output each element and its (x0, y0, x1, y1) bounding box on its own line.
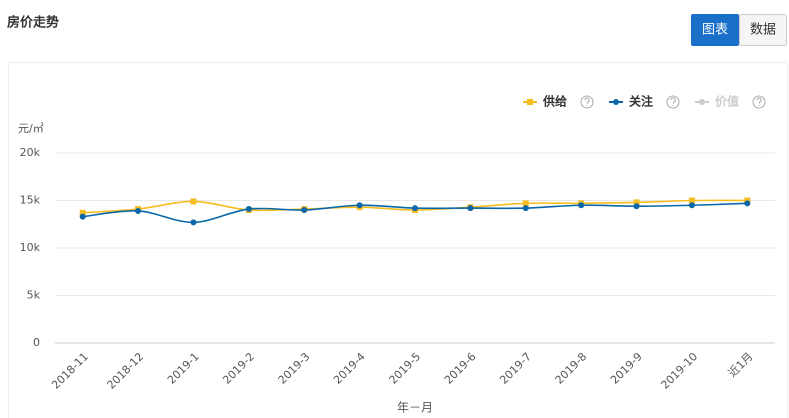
page-title: 房价走势 (7, 15, 59, 31)
marker (699, 99, 705, 105)
help-mark (670, 97, 676, 106)
marker (522, 200, 529, 207)
help-icon (752, 95, 766, 109)
marker (79, 213, 86, 220)
x-tick-label: 2019-1 (165, 350, 202, 387)
legend-label: 价值 (715, 94, 739, 109)
x-tick-label: 近1月 (726, 350, 756, 380)
x-tick-label: 2019-7 (497, 350, 534, 387)
marker (522, 205, 529, 212)
x-tick-label: 2019-2 (220, 350, 257, 387)
marker (245, 206, 252, 213)
marker (744, 200, 751, 207)
marker (633, 203, 640, 210)
help-circle (580, 95, 594, 109)
y-tick-label: 5k (27, 289, 41, 302)
x-tick-label: 2019-9 (608, 350, 645, 387)
marker (190, 219, 197, 226)
y-tick-label: 10k (20, 241, 41, 254)
marker (356, 202, 363, 209)
x-tick-label: 2018-11 (49, 350, 91, 392)
y-axis-label: 元/㎡ (18, 122, 44, 135)
x-tick-label: 2019-6 (442, 350, 479, 387)
help-circle (666, 95, 680, 109)
marker (190, 198, 197, 205)
y-tick-label: 0 (33, 336, 40, 349)
marker (688, 197, 695, 204)
marker (688, 202, 695, 209)
legend-label: 供给 (542, 94, 567, 109)
panel (8, 62, 788, 418)
marker (633, 199, 640, 206)
help-mark (584, 97, 590, 106)
x-tick-label: 2019-3 (276, 350, 313, 387)
help-circle (752, 95, 766, 109)
marker (79, 209, 86, 216)
help-icon (580, 95, 594, 109)
x-tick-label: 2019-8 (553, 350, 590, 387)
marker (135, 207, 142, 214)
marker (527, 99, 533, 105)
data-tab-label[interactable]: 数据 (750, 23, 776, 38)
y-tick-label: 20k (20, 146, 41, 159)
marker (578, 202, 585, 209)
data-tab[interactable] (739, 14, 787, 46)
help-icon (666, 95, 680, 109)
chart-tab[interactable] (691, 14, 739, 46)
x-tick-label: 2019-5 (386, 350, 423, 387)
marker (301, 207, 308, 213)
x-tick-label: 2019-10 (658, 350, 700, 392)
marker (467, 205, 474, 212)
chart-tab-label[interactable]: 图表 (702, 23, 728, 38)
legend-label: 关注 (629, 94, 653, 109)
help-mark (756, 97, 762, 106)
marker (412, 205, 418, 212)
x-tick-label: 2019-4 (331, 350, 368, 387)
marker (613, 99, 619, 105)
x-tick-label: 2018-12 (105, 350, 147, 392)
x-axis-label: 年－月 (397, 401, 433, 415)
y-tick-label: 15k (20, 194, 41, 207)
